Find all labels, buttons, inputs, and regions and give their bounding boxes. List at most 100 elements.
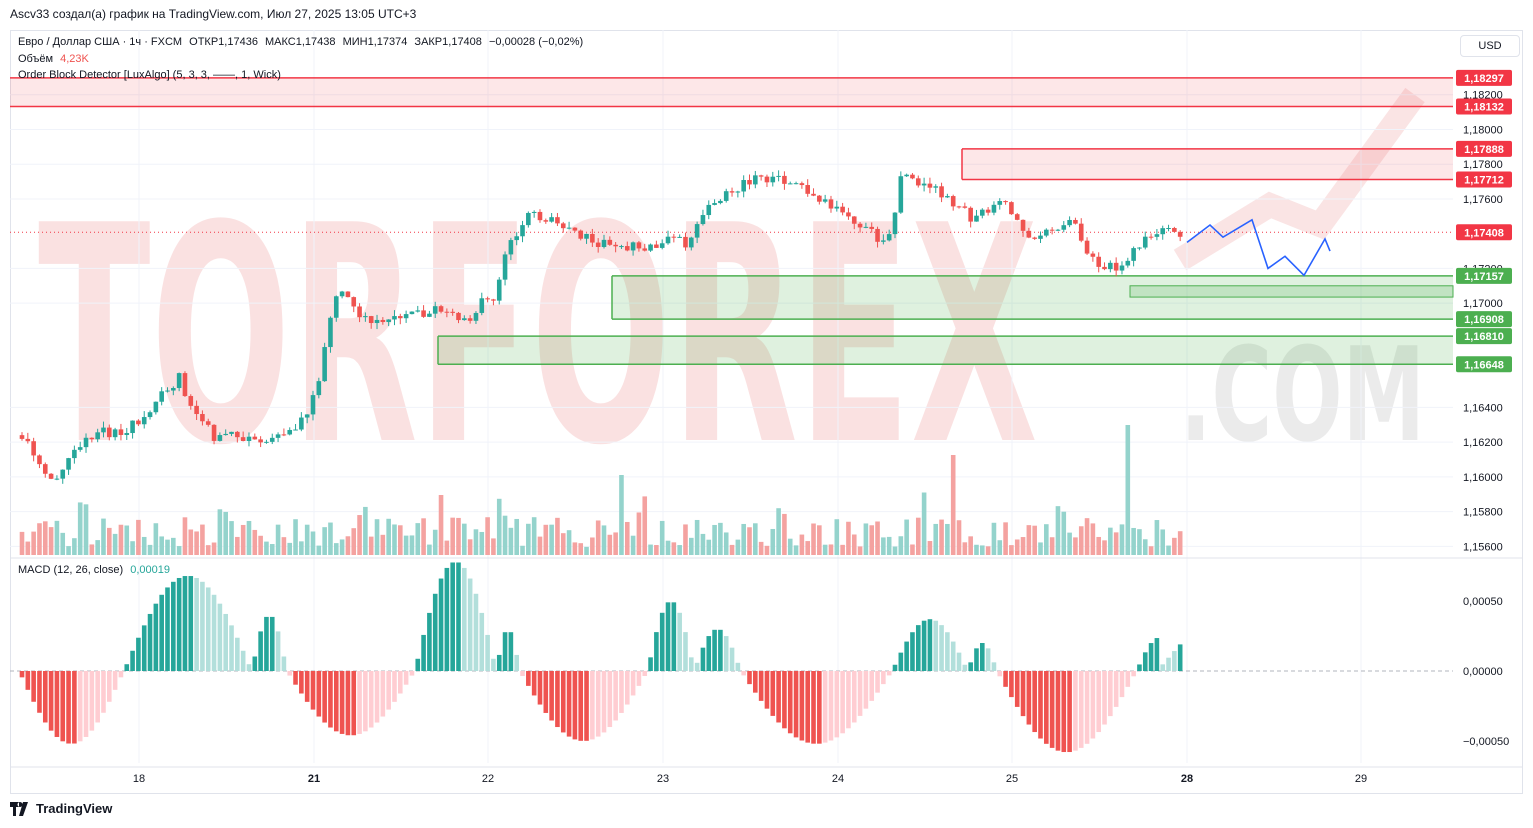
macd-bar — [89, 671, 95, 731]
time-tick-label: 23 — [657, 773, 669, 785]
candle-body — [753, 175, 758, 185]
candles — [19, 170, 1183, 484]
candle-body — [450, 311, 455, 313]
bearish-order-block — [962, 148, 1453, 180]
volume-bar — [1003, 522, 1008, 555]
volume-bar — [188, 529, 194, 555]
candle-body — [1061, 225, 1067, 230]
macd-bar — [409, 671, 415, 676]
candle-body — [316, 381, 322, 396]
candle-body — [840, 206, 845, 213]
volume-bar — [915, 517, 921, 555]
volume-bar — [718, 522, 723, 555]
macd-bar — [60, 671, 66, 742]
macd-bar — [578, 671, 584, 741]
macd-bar — [782, 671, 787, 729]
low-value: МИН1,17374 — [342, 36, 408, 48]
volume-bar — [613, 532, 618, 555]
macd-bar — [153, 603, 159, 671]
macd-bar — [287, 671, 293, 676]
volume-bar — [37, 523, 42, 555]
price-tick-label: 1,16200 — [1463, 437, 1503, 449]
indicator-name[interactable]: Order Block Detector [LuxAlgo] (5, 3, 3,… — [18, 69, 281, 81]
candle-body — [665, 236, 671, 244]
currency-button[interactable]: USD — [1460, 35, 1520, 57]
macd-bar — [799, 671, 805, 741]
macd-bar — [974, 648, 979, 671]
volume-bar — [182, 517, 188, 555]
candle-body — [1078, 223, 1084, 241]
indicator-legend[interactable]: Order Block Detector [LuxAlgo] (5, 3, 3,… — [18, 69, 285, 81]
candle-body — [613, 244, 618, 247]
candle-body — [846, 212, 851, 217]
high-value: МАКС1,17438 — [265, 36, 336, 48]
candle-body — [374, 319, 380, 324]
macd-bar — [846, 671, 851, 729]
volume-bar — [520, 545, 525, 555]
macd-bar — [281, 656, 287, 671]
macd-bar — [415, 658, 421, 671]
macd-bar — [1084, 671, 1090, 744]
volume-legend: Объём 4,23K — [18, 53, 93, 65]
tradingview-logo[interactable]: TradingView — [10, 801, 112, 816]
volume-bar — [496, 498, 502, 555]
macd-legend: MACD (12, 26, close) 0,00019 — [18, 564, 174, 576]
volume-bar — [432, 529, 438, 555]
candle-body — [357, 306, 362, 318]
candle-body — [72, 449, 77, 459]
volume-bar — [479, 531, 485, 555]
candle-body — [432, 306, 438, 314]
macd-bar — [985, 648, 991, 671]
macd-bar — [706, 636, 712, 671]
price-label-box — [1456, 267, 1512, 284]
macd-bar — [636, 671, 642, 686]
candle-body — [403, 314, 409, 319]
grid-lines — [10, 30, 1453, 763]
candle-body — [392, 316, 397, 320]
volume-bar — [822, 544, 828, 555]
macd-bar — [235, 637, 240, 671]
candle-body — [328, 317, 333, 348]
candle-body — [723, 191, 729, 201]
volume-bar — [590, 537, 595, 555]
price-label-text: 1,17157 — [1464, 271, 1504, 283]
volume-bar — [747, 527, 752, 555]
macd-label[interactable]: MACD (12, 26, close) — [18, 564, 124, 576]
macd-bar — [368, 671, 374, 728]
close-value: ЗАКР1,17408 — [414, 36, 482, 48]
macd-bar — [811, 671, 816, 744]
candle-body — [793, 183, 799, 185]
volume-bar — [665, 540, 671, 555]
volume-bar — [624, 521, 630, 555]
volume-bar — [1160, 529, 1166, 555]
macd-bar — [252, 656, 258, 671]
candle-body — [863, 226, 869, 228]
macd-bar — [171, 581, 176, 671]
candle-body — [171, 388, 176, 391]
volume-bar — [147, 544, 153, 555]
time-tick-label: 28 — [1181, 773, 1193, 785]
price-label-text: 1,18297 — [1464, 73, 1504, 85]
volume-bar — [601, 525, 607, 555]
macd-bar — [1090, 671, 1096, 739]
candle-body — [997, 201, 1003, 205]
candle-body — [741, 179, 746, 192]
volume-bar — [54, 520, 60, 555]
forecast-arrow — [1186, 218, 1331, 277]
macd-tick-label: 0,00000 — [1463, 666, 1503, 678]
volume-bar — [485, 517, 490, 555]
volume-label[interactable]: Объём — [18, 53, 54, 65]
volume-bar — [130, 541, 135, 555]
symbol-name[interactable]: Евро / Доллар США · 1ч · FXCM — [18, 36, 183, 48]
candle-body — [1172, 227, 1177, 232]
volume-bar — [200, 524, 205, 555]
macd-bar — [659, 612, 665, 671]
candle-body — [1148, 236, 1154, 238]
macd-bar — [531, 671, 537, 696]
candle-body — [467, 318, 473, 321]
candle-body — [386, 319, 391, 323]
candle-body — [811, 193, 816, 196]
volume-bar — [165, 539, 170, 555]
candle-body — [1020, 219, 1026, 231]
